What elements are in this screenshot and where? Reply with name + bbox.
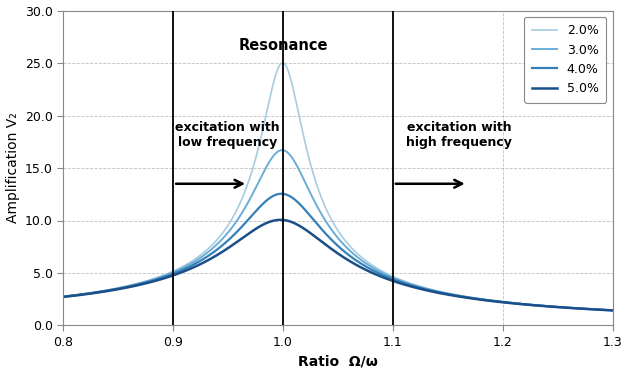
3.0% — [160, 274, 167, 278]
Line: 4.0%: 4.0% — [63, 194, 612, 310]
4.0% — [389, 277, 397, 281]
Text: Resonance: Resonance — [238, 37, 328, 52]
5.0% — [269, 218, 277, 223]
4.0% — [160, 275, 167, 279]
4.0% — [609, 308, 616, 313]
3.0% — [278, 148, 286, 152]
4.0% — [60, 294, 67, 299]
5.0% — [276, 218, 284, 222]
4.0% — [470, 296, 477, 301]
3.0% — [389, 275, 397, 280]
3.0% — [609, 308, 616, 313]
Line: 5.0%: 5.0% — [63, 220, 612, 310]
4.0% — [278, 191, 285, 196]
X-axis label: Ratio  Ω/ω: Ratio Ω/ω — [298, 355, 378, 368]
3.0% — [417, 285, 425, 289]
5.0% — [160, 276, 167, 281]
2.0% — [160, 273, 167, 278]
4.0% — [511, 301, 519, 306]
4.0% — [269, 194, 277, 198]
3.0% — [470, 296, 477, 300]
Line: 2.0%: 2.0% — [63, 63, 612, 310]
Line: 3.0%: 3.0% — [63, 150, 612, 310]
3.0% — [511, 301, 519, 306]
2.0% — [389, 274, 397, 279]
2.0% — [511, 301, 519, 305]
3.0% — [269, 154, 277, 158]
Legend: 2.0%, 3.0%, 4.0%, 5.0%: 2.0%, 3.0%, 4.0%, 5.0% — [524, 17, 606, 102]
2.0% — [609, 308, 616, 313]
2.0% — [269, 82, 277, 86]
2.0% — [60, 294, 67, 299]
5.0% — [60, 295, 67, 299]
Y-axis label: Amplification V₂: Amplification V₂ — [6, 113, 19, 223]
5.0% — [470, 297, 477, 301]
5.0% — [609, 308, 616, 313]
5.0% — [417, 287, 425, 291]
2.0% — [417, 284, 425, 289]
5.0% — [511, 301, 519, 306]
2.0% — [470, 295, 477, 300]
2.0% — [279, 61, 286, 65]
Text: excitation with
high frequency: excitation with high frequency — [406, 121, 512, 149]
5.0% — [389, 279, 397, 283]
3.0% — [60, 294, 67, 299]
Text: excitation with
low frequency: excitation with low frequency — [175, 121, 280, 149]
4.0% — [417, 286, 425, 290]
